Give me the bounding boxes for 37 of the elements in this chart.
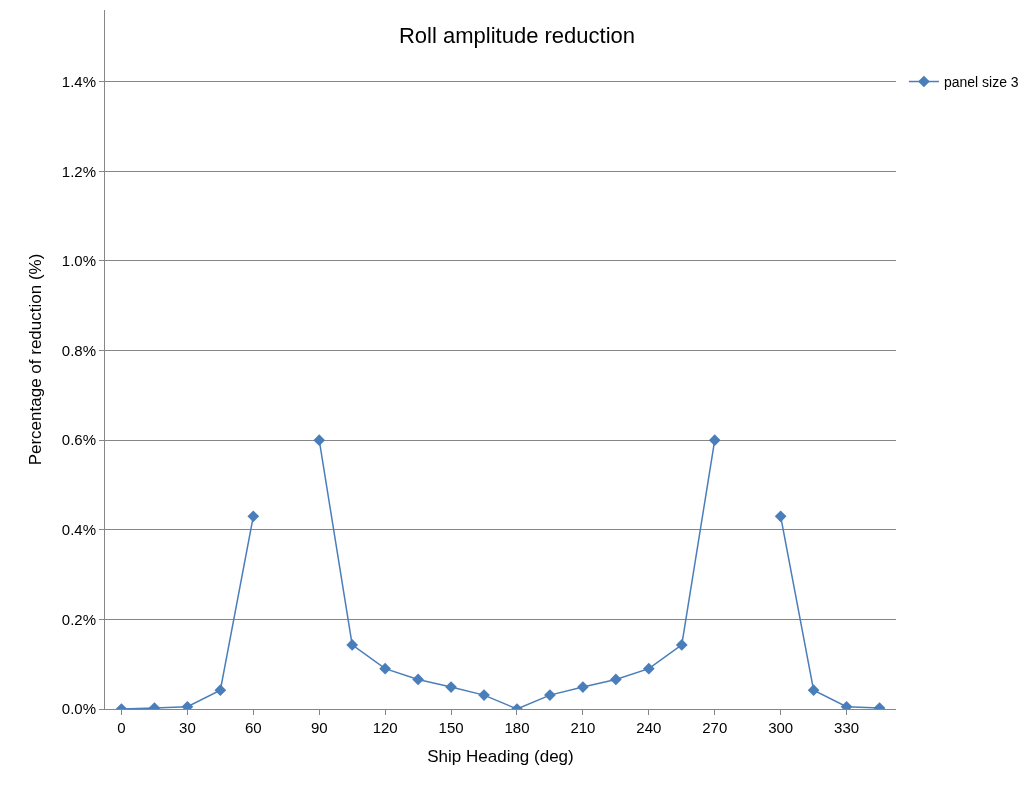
x-tick-label: 90 xyxy=(310,719,328,736)
point xyxy=(412,673,424,686)
x-axis-title: Ship Heading (deg) xyxy=(427,747,574,767)
legend-label: panel size 3 xyxy=(943,73,1019,90)
point xyxy=(708,434,721,446)
y-axis-title: Percentage of reduction (%) xyxy=(26,253,46,466)
point xyxy=(379,662,391,675)
point xyxy=(807,684,820,697)
x-tick-label: 240 xyxy=(636,719,662,736)
point xyxy=(610,673,622,686)
point xyxy=(675,639,688,651)
point xyxy=(346,639,359,651)
x-tick-label: 180 xyxy=(504,719,530,736)
y-tick-label: 1.2% xyxy=(61,162,96,180)
y-tick-label: 1.0% xyxy=(61,252,96,270)
y-tick-label: 1.4% xyxy=(61,72,96,90)
x-tick-label: 30 xyxy=(179,719,196,736)
point xyxy=(774,510,787,523)
x-tick-label: 210 xyxy=(570,719,596,736)
y-tick-label: 0.0% xyxy=(61,700,96,718)
text: Roll amplitude reduction xyxy=(398,23,636,49)
point xyxy=(544,689,556,701)
point xyxy=(313,434,326,446)
y-tick-label: 0.2% xyxy=(61,610,96,628)
y-tick-label: 0.4% xyxy=(61,521,96,539)
x-tick-label: 120 xyxy=(372,719,398,736)
y-tick-label: 0.6% xyxy=(61,431,96,449)
point xyxy=(642,662,655,675)
x-tick-label: 60 xyxy=(244,719,262,736)
x-tick-label: 270 xyxy=(702,719,728,736)
point xyxy=(247,510,260,523)
x-tick-label: 300 xyxy=(768,719,794,736)
x-tick-label: 150 xyxy=(438,719,464,736)
x-tick-label: 330 xyxy=(834,719,860,736)
point xyxy=(214,684,227,697)
y-tick-label: 0.8% xyxy=(61,341,96,359)
x-tick-label: 0 xyxy=(117,719,126,736)
